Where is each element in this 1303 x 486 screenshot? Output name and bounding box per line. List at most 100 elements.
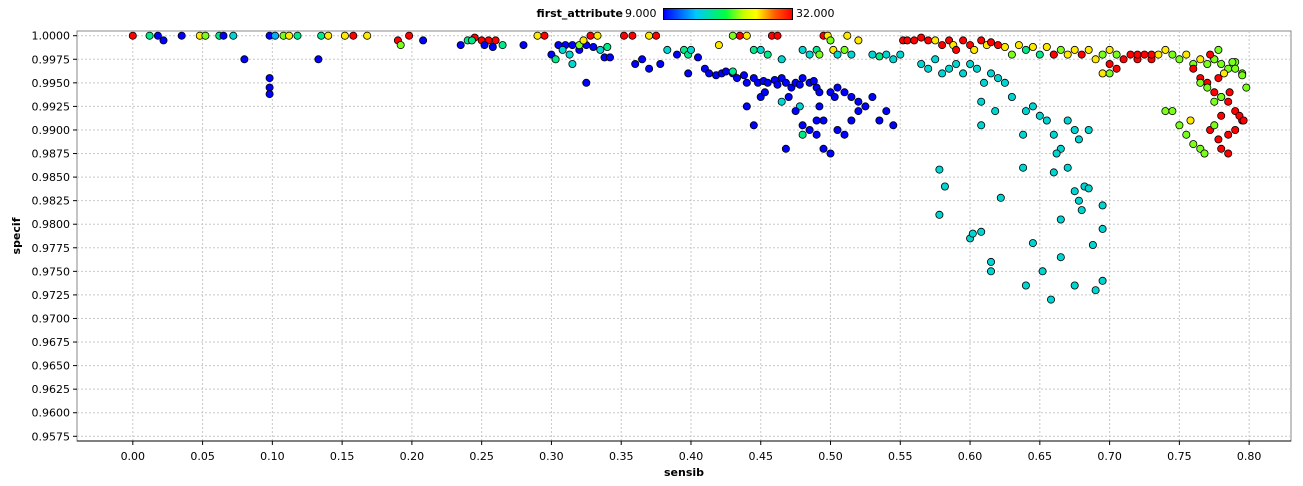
- data-point: [812, 130, 821, 139]
- data-point: [854, 97, 863, 106]
- data-point: [1063, 116, 1072, 125]
- color-legend: first_attribute 9.000 32.000: [0, 6, 1303, 22]
- data-point: [728, 67, 737, 76]
- data-point: [819, 116, 828, 125]
- data-point: [1098, 201, 1107, 210]
- data-point: [977, 121, 986, 130]
- y-tick-label: 0.9950: [32, 77, 71, 90]
- y-tick-label: 0.9625: [32, 383, 71, 396]
- data-point: [491, 36, 500, 45]
- data-point: [1175, 121, 1184, 130]
- data-point: [795, 80, 804, 89]
- data-point: [931, 36, 940, 45]
- data-point: [1189, 140, 1198, 149]
- data-point: [1147, 50, 1156, 59]
- data-point: [1210, 97, 1219, 106]
- data-point: [1063, 163, 1072, 172]
- data-point: [749, 45, 758, 54]
- data-point: [847, 116, 856, 125]
- data-point: [551, 55, 560, 64]
- x-tick-label: 0.45: [748, 450, 773, 463]
- data-point: [1186, 116, 1195, 125]
- data-point: [1161, 107, 1170, 116]
- data-point: [1091, 286, 1100, 295]
- data-point: [742, 102, 751, 111]
- data-point: [735, 31, 744, 40]
- data-point: [1070, 187, 1079, 196]
- data-point: [987, 267, 996, 276]
- y-tick-label: 0.9750: [32, 265, 71, 278]
- data-point: [159, 36, 168, 45]
- data-point: [1098, 50, 1107, 59]
- x-tick-label: 0.60: [958, 450, 983, 463]
- data-point: [966, 60, 975, 69]
- data-point: [1210, 121, 1219, 130]
- data-point: [781, 78, 790, 87]
- data-point: [589, 43, 598, 52]
- x-axis-label: sensib: [664, 466, 704, 479]
- data-point: [579, 36, 588, 45]
- data-point: [728, 31, 737, 40]
- data-point: [1084, 45, 1093, 54]
- data-point: [1070, 126, 1079, 135]
- x-tick-label: 0.30: [539, 450, 564, 463]
- data-point: [840, 45, 849, 54]
- data-point: [987, 38, 996, 47]
- data-point: [798, 130, 807, 139]
- data-point: [756, 45, 765, 54]
- data-point: [1126, 50, 1135, 59]
- data-point: [663, 45, 672, 54]
- data-point: [1063, 50, 1072, 59]
- data-point: [840, 130, 849, 139]
- data-point: [843, 31, 852, 40]
- y-tick-label: 0.9775: [32, 242, 71, 255]
- data-point: [1225, 88, 1234, 97]
- data-point: [1000, 78, 1009, 87]
- data-point: [798, 121, 807, 130]
- y-tick-label: 0.9925: [32, 100, 71, 113]
- data-point: [952, 60, 961, 69]
- data-point: [1182, 130, 1191, 139]
- data-point: [687, 45, 696, 54]
- data-point: [1038, 267, 1047, 276]
- data-point: [805, 126, 814, 135]
- data-point: [1000, 43, 1009, 52]
- data-point: [324, 31, 333, 40]
- data-point: [1105, 45, 1114, 54]
- data-point: [652, 31, 661, 40]
- x-tick-label: 0.00: [121, 450, 146, 463]
- data-point: [868, 93, 877, 102]
- data-point: [1119, 55, 1128, 64]
- data-point: [798, 45, 807, 54]
- data-point: [980, 78, 989, 87]
- data-point: [673, 50, 682, 59]
- data-point: [1217, 111, 1226, 120]
- data-point: [721, 67, 730, 76]
- data-point: [638, 55, 647, 64]
- data-point: [1196, 78, 1205, 87]
- data-point: [1049, 168, 1058, 177]
- data-point: [815, 50, 824, 59]
- data-point: [714, 41, 723, 50]
- data-point: [945, 64, 954, 73]
- data-point: [833, 50, 842, 59]
- data-point: [935, 210, 944, 219]
- data-point: [1028, 239, 1037, 248]
- data-point: [596, 45, 605, 54]
- legend-title: first_attribute: [536, 7, 623, 20]
- data-point: [1112, 50, 1121, 59]
- data-point: [784, 93, 793, 102]
- data-point: [1210, 88, 1219, 97]
- y-tick-label: 1.0000: [32, 30, 71, 43]
- data-point: [586, 31, 595, 40]
- data-point: [1019, 163, 1028, 172]
- data-point: [1028, 43, 1037, 52]
- data-point: [201, 31, 210, 40]
- data-point: [1070, 45, 1079, 54]
- y-tick-label: 0.9825: [32, 195, 71, 208]
- data-point: [317, 31, 326, 40]
- data-point: [991, 107, 1000, 116]
- data-point: [1056, 253, 1065, 262]
- data-point: [798, 74, 807, 83]
